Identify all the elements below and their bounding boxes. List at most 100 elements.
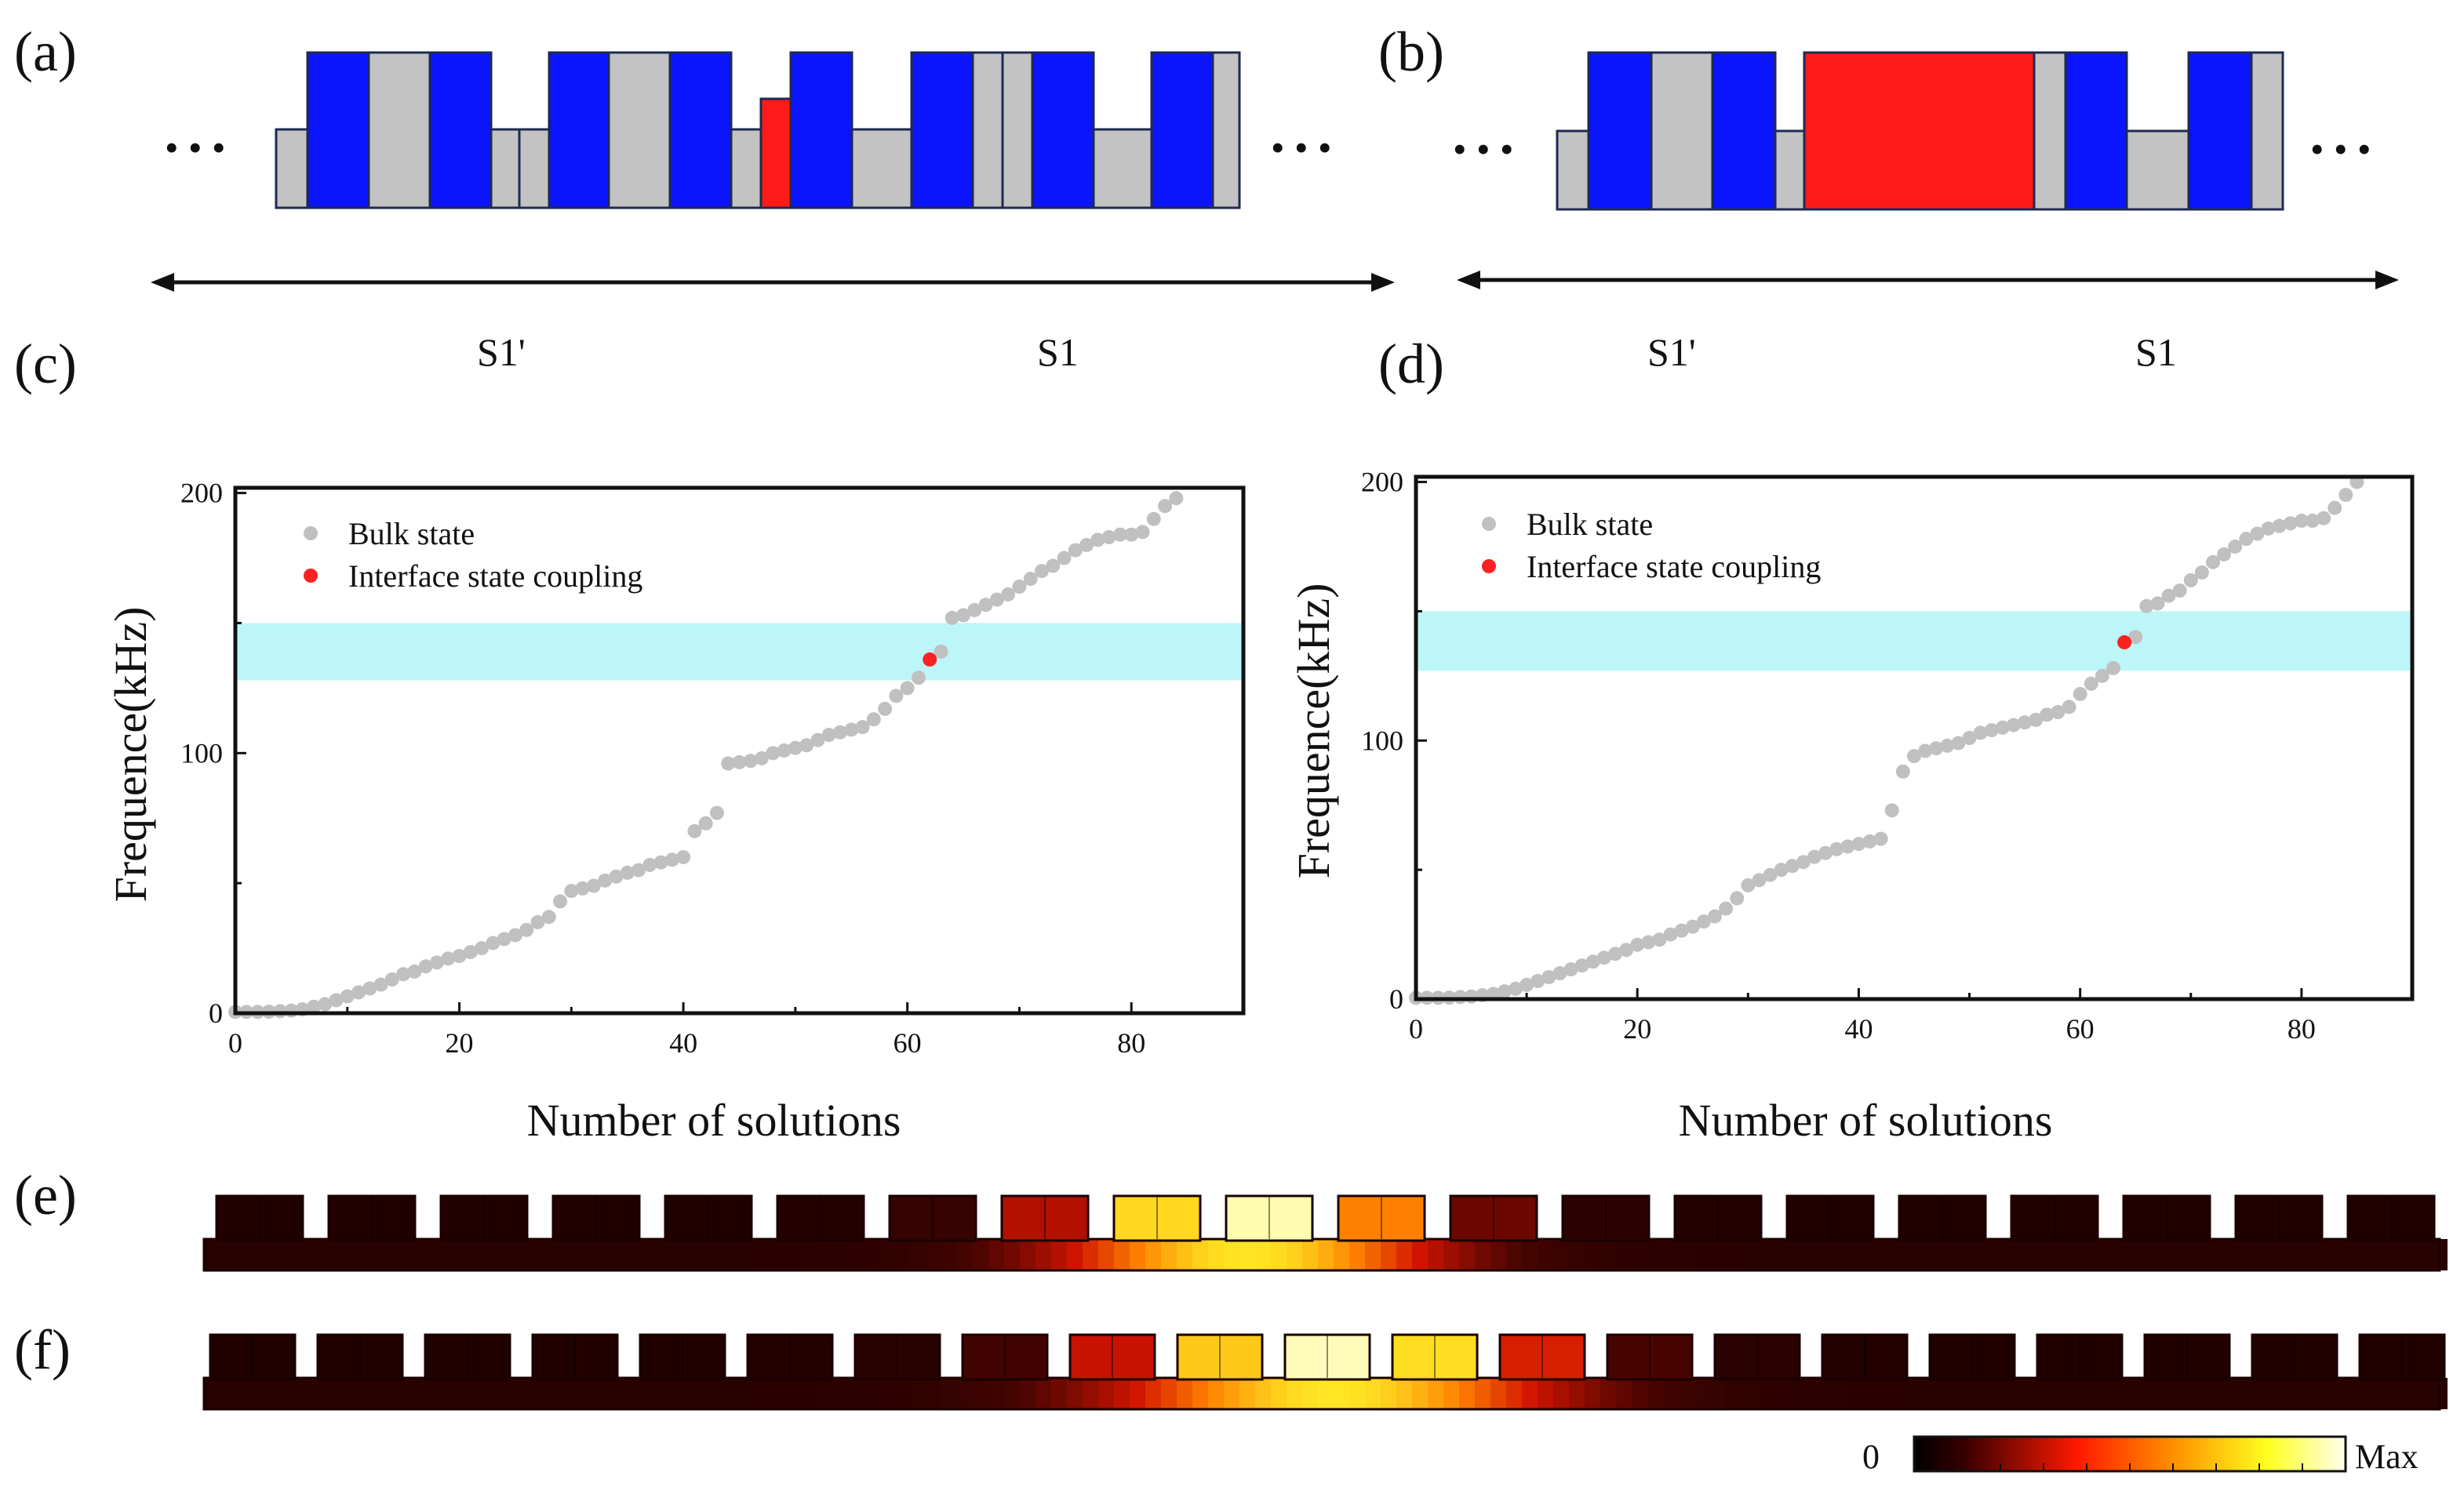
field-base-cell — [1428, 1378, 1443, 1409]
bulk-state-point — [530, 914, 545, 929]
bulk-state-point — [1608, 947, 1622, 961]
bulk-state-point — [586, 878, 601, 893]
field-pillar — [316, 1333, 404, 1381]
field-base-cell — [1051, 1378, 1067, 1409]
band-c — [235, 623, 1243, 681]
field-base-cell — [2087, 1239, 2102, 1270]
field-base-cell — [204, 1239, 220, 1270]
region-label-b-right: S1 — [2135, 330, 2177, 374]
field-base-cell — [1490, 1378, 1506, 1409]
field-base-cell — [1130, 1239, 1145, 1270]
field-base-cell — [1898, 1378, 1914, 1409]
bulk-state-point — [1541, 969, 1556, 984]
field-base-cell — [753, 1378, 769, 1409]
field-pillar — [215, 1194, 304, 1242]
field-base-cell — [1412, 1239, 1428, 1270]
panel-label-e: (e) — [14, 1164, 77, 1227]
bulk-state-point — [709, 805, 724, 820]
field-base-cell — [2024, 1239, 2040, 1270]
bulk-state-point — [1001, 587, 1016, 601]
field-base-cell — [1883, 1378, 1898, 1409]
field-base-cell — [1051, 1239, 1067, 1270]
bulk-state-point — [1907, 749, 1921, 764]
field-pillar — [1283, 1333, 1371, 1381]
bulk-state-point — [463, 945, 478, 960]
bulk-state-point — [1135, 525, 1150, 540]
field-base-cell — [2369, 1239, 2385, 1270]
field-base-cell — [1239, 1239, 1255, 1270]
field-pillar — [1000, 1194, 1090, 1242]
field-base-cell — [832, 1378, 847, 1409]
bulk-state-point — [1785, 859, 1800, 874]
bulk-state-point — [2239, 532, 2254, 547]
bulk-state-point — [1057, 551, 1072, 565]
field-base-cell — [1396, 1239, 1412, 1270]
field-base-cell — [847, 1239, 863, 1270]
field-base-cell — [1145, 1239, 1161, 1270]
bulk-state-point — [844, 722, 859, 737]
field-pillar — [961, 1333, 1049, 1381]
bulk-state-point — [810, 732, 825, 747]
field-base-cell — [361, 1239, 377, 1270]
field-base-cell — [1035, 1239, 1051, 1270]
bulk-state-point — [1818, 845, 1833, 860]
field-base-cell — [800, 1378, 816, 1409]
field-base-cell — [267, 1378, 282, 1409]
field-pillar — [1673, 1194, 1763, 1242]
x-tick-label: 20 — [1623, 1013, 1651, 1045]
bulk-state-point — [1641, 935, 1656, 950]
field-base-cell — [1239, 1378, 1255, 1409]
bulk-state-point — [1940, 738, 1955, 753]
bulk-state-point — [2217, 547, 2232, 562]
bulk-state-point — [2073, 686, 2087, 701]
field-base-cell — [1632, 1378, 1647, 1409]
field-base-cell — [1914, 1239, 1930, 1270]
field-base-cell — [1569, 1378, 1585, 1409]
field-pillar — [1561, 1194, 1651, 1242]
field-base-cell — [1867, 1378, 1883, 1409]
field-base-cell — [1538, 1378, 1553, 1409]
bulk-state-point — [1169, 491, 1184, 506]
field-base-cell — [800, 1239, 816, 1270]
field-base-cell — [1302, 1239, 1318, 1270]
field-base-cell — [2291, 1239, 2306, 1270]
bulk-state-point — [1124, 527, 1139, 542]
field-pillar — [209, 1333, 297, 1381]
field-base-cell — [2306, 1378, 2322, 1409]
legend-bulk-marker-c — [304, 526, 318, 540]
field-base-cell — [1177, 1378, 1192, 1409]
field-base-cell — [486, 1378, 502, 1409]
field-base-cell — [424, 1378, 439, 1409]
field-base-cell — [518, 1378, 533, 1409]
bulk-state-point — [989, 592, 1004, 607]
struct-b-blue-pillar — [1711, 51, 1777, 211]
bulk-state-point — [1158, 499, 1173, 514]
field-base-cell — [502, 1378, 518, 1409]
bulk-state-point — [2183, 572, 2198, 587]
bulk-state-point — [351, 985, 366, 1000]
field-base-cell — [2008, 1378, 2024, 1409]
field-base-cell — [863, 1239, 879, 1270]
colorbar-gradient — [1913, 1435, 2347, 1473]
field-base-cell — [2259, 1378, 2275, 1409]
bulk-state-point — [553, 894, 568, 909]
field-base-cell — [220, 1378, 235, 1409]
field-pillar — [1785, 1194, 1875, 1242]
field-base-cell — [345, 1239, 361, 1270]
field-pillar — [2234, 1194, 2324, 1242]
bulk-state-point — [1962, 731, 1977, 745]
y-tick-label: 100 — [180, 737, 223, 769]
field-base-cell — [471, 1378, 486, 1409]
field-base-cell — [1694, 1239, 1710, 1270]
bulk-state-point — [609, 869, 624, 884]
field-base-cell — [910, 1239, 926, 1270]
field-base-cell — [1428, 1239, 1443, 1270]
field-map-e — [202, 1194, 2448, 1272]
bulk-state-point — [508, 928, 522, 943]
field-base-cell — [2165, 1378, 2181, 1409]
bulk-state-point — [1730, 891, 1745, 906]
field-base-cell — [1647, 1378, 1663, 1409]
bulk-state-point — [855, 720, 870, 735]
field-base-cell — [1757, 1378, 1773, 1409]
dots-b-left: • • • — [1453, 127, 1514, 171]
